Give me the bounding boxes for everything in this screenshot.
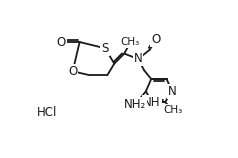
Text: O: O [151, 33, 160, 46]
Text: N: N [168, 85, 176, 98]
Text: N: N [134, 52, 143, 66]
Text: HCl: HCl [37, 106, 57, 119]
Text: NH₂: NH₂ [124, 98, 146, 111]
Text: O: O [68, 65, 77, 78]
Text: S: S [101, 42, 109, 55]
Text: NH: NH [143, 96, 161, 109]
Text: CH₃: CH₃ [121, 37, 140, 47]
Text: CH₃: CH₃ [163, 105, 182, 115]
Text: O: O [56, 36, 66, 49]
